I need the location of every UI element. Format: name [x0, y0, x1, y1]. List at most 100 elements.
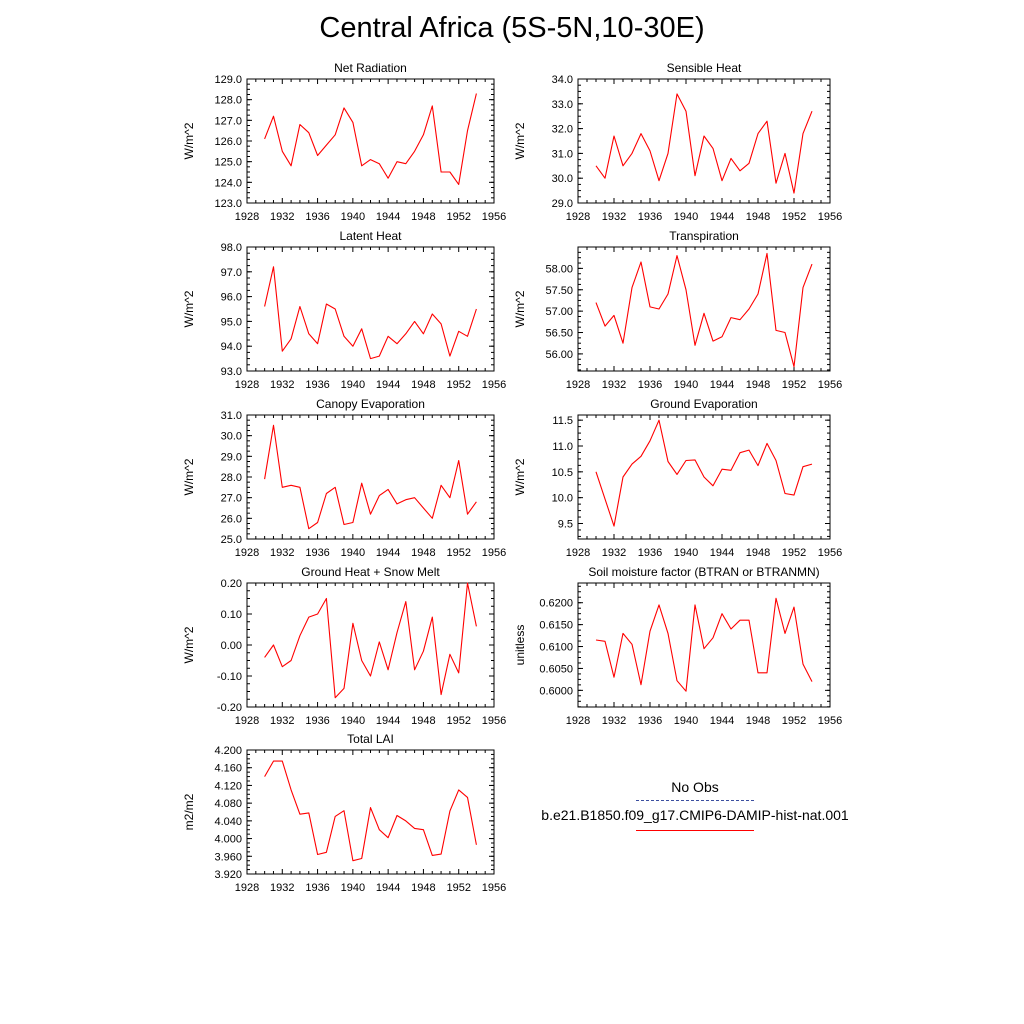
- y-tick-label: 4.120: [214, 780, 242, 792]
- y-tick-label: 94.0: [221, 341, 242, 353]
- x-tick-label: 1956: [482, 882, 506, 894]
- y-tick-label: 56.50: [545, 328, 573, 340]
- legend-model-line: [636, 830, 754, 831]
- y-tick-label: 4.080: [214, 798, 242, 810]
- chart-panel-6: Ground Evaporation W/m^2 1928 1932 1936 1940 1…: [513, 397, 842, 559]
- y-tick-label: 25.0: [221, 534, 242, 546]
- x-tick-label: 1948: [746, 211, 770, 223]
- series-line: [264, 582, 477, 699]
- x-tick-label: 1932: [602, 715, 626, 727]
- y-tick-label: 29.0: [221, 451, 242, 463]
- x-tick-label: 1952: [782, 211, 806, 223]
- x-tick-label: 1948: [746, 379, 770, 391]
- x-tick-label: 1944: [376, 547, 400, 559]
- plot-frame: [577, 246, 831, 372]
- x-tick-label: 1940: [674, 211, 698, 223]
- x-tick-label: 1936: [638, 547, 662, 559]
- y-axis-label: m2/m2: [182, 793, 196, 830]
- x-tick-label: 1936: [638, 379, 662, 391]
- y-tick-label: 10.0: [552, 493, 573, 505]
- y-tick-label: 57.50: [545, 285, 573, 297]
- y-tick-label: 0.00: [221, 640, 242, 652]
- panel-title: Sensible Heat: [667, 61, 742, 75]
- y-tick-label: 123.0: [214, 198, 242, 210]
- y-tick-label: 0.6000: [539, 685, 573, 697]
- x-tick-label: 1928: [566, 715, 590, 727]
- x-tick-label: 1928: [235, 882, 259, 894]
- y-axis-label: W/m^2: [513, 290, 527, 327]
- panel-title: Transpiration: [669, 229, 739, 243]
- series-line: [595, 252, 813, 368]
- chart-panel-1: Net Radiation W/m^2 1928 1932 1936 1940 1944 19…: [182, 61, 506, 223]
- y-tick-label: 0.20: [221, 578, 242, 590]
- y-axis-label: W/m^2: [513, 122, 527, 159]
- y-tick-label: 29.0: [552, 198, 573, 210]
- legend-obs-line: [636, 800, 754, 801]
- x-tick-label: 1956: [482, 379, 506, 391]
- figure-title: Central Africa (5S-5N,10-30E): [319, 12, 705, 44]
- x-tick-label: 1956: [482, 547, 506, 559]
- x-tick-label: 1932: [602, 547, 626, 559]
- y-tick-label: 0.6050: [539, 663, 573, 675]
- x-tick-label: 1944: [710, 379, 734, 391]
- x-tick-label: 1956: [818, 379, 842, 391]
- y-tick-label: 31.0: [221, 410, 242, 422]
- x-tick-label: 1952: [446, 715, 470, 727]
- x-tick-label: 1944: [710, 211, 734, 223]
- x-tick-label: 1940: [341, 715, 365, 727]
- y-tick-label: 10.5: [552, 467, 573, 479]
- x-tick-label: 1956: [482, 715, 506, 727]
- plot-frame: [246, 246, 495, 372]
- y-tick-label: 11.0: [552, 441, 573, 453]
- y-tick-label: 58.00: [545, 263, 573, 275]
- x-tick-label: 1952: [446, 882, 470, 894]
- x-tick-label: 1944: [376, 379, 400, 391]
- x-tick-label: 1940: [674, 379, 698, 391]
- y-tick-label: 56.00: [545, 349, 573, 361]
- series-line: [264, 266, 477, 360]
- y-tick-label: 126.0: [214, 136, 242, 148]
- y-axis-label: W/m^2: [182, 290, 196, 327]
- y-tick-label: 28.0: [221, 472, 242, 484]
- x-tick-label: 1932: [270, 379, 294, 391]
- x-tick-label: 1932: [270, 882, 294, 894]
- panel-title: Total LAI: [347, 732, 394, 746]
- y-tick-label: 128.0: [214, 95, 242, 107]
- plot-frame: [246, 414, 495, 540]
- y-tick-label: 127.0: [214, 115, 242, 127]
- y-tick-label: 4.200: [214, 745, 242, 757]
- x-tick-label: 1940: [341, 547, 365, 559]
- x-tick-label: 1936: [305, 211, 329, 223]
- x-tick-label: 1948: [746, 715, 770, 727]
- y-axis-label: W/m^2: [182, 122, 196, 159]
- x-tick-label: 1936: [305, 715, 329, 727]
- x-tick-label: 1940: [341, 379, 365, 391]
- y-tick-label: 98.0: [221, 242, 242, 254]
- y-tick-label: 0.6100: [539, 642, 573, 654]
- plot-frame: [246, 78, 495, 204]
- x-tick-label: 1944: [376, 211, 400, 223]
- y-tick-label: 129.0: [214, 74, 242, 86]
- panel-title: Latent Heat: [339, 229, 402, 243]
- x-tick-label: 1952: [446, 379, 470, 391]
- x-tick-label: 1948: [411, 882, 435, 894]
- y-tick-label: 4.160: [214, 763, 242, 775]
- y-tick-label: -0.20: [217, 702, 242, 714]
- x-tick-label: 1944: [376, 715, 400, 727]
- x-tick-label: 1952: [782, 379, 806, 391]
- x-tick-label: 1952: [446, 211, 470, 223]
- y-tick-label: 9.5: [558, 519, 573, 531]
- y-tick-label: 124.0: [214, 177, 242, 189]
- y-tick-label: 97.0: [221, 267, 242, 279]
- x-tick-label: 1944: [710, 715, 734, 727]
- y-tick-label: 33.0: [552, 99, 573, 111]
- y-tick-label: 57.00: [545, 306, 573, 318]
- x-tick-label: 1928: [566, 211, 590, 223]
- series-line: [264, 93, 477, 185]
- y-tick-label: 27.0: [221, 493, 242, 505]
- y-tick-label: 3.920: [214, 869, 242, 881]
- x-tick-label: 1932: [270, 715, 294, 727]
- legend-model-label: b.e21.B1850.f09_g17.CMIP6-DAMIP-hist-nat…: [541, 807, 849, 823]
- y-tick-label: 4.040: [214, 816, 242, 828]
- y-tick-label: 26.0: [221, 513, 242, 525]
